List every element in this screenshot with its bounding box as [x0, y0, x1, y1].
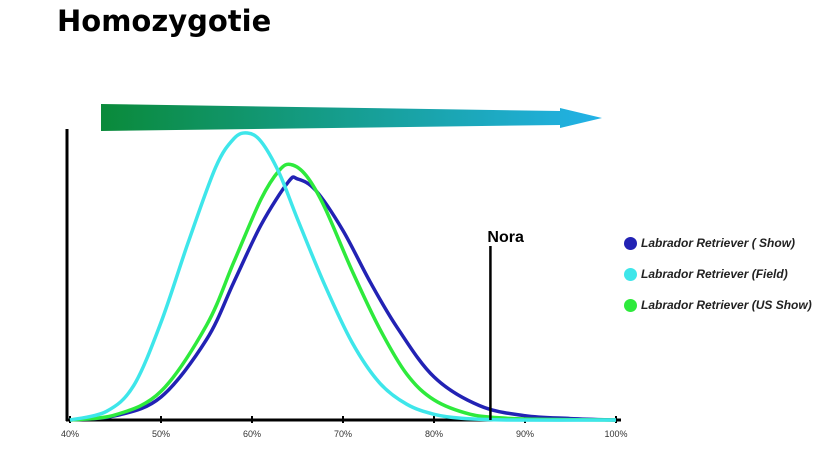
- gradient-arrow: [101, 104, 602, 131]
- x-tick-label: 40%: [61, 429, 79, 439]
- chart-title: Homozygotie: [57, 4, 272, 38]
- legend-label-show: Labrador Retriever ( Show): [641, 236, 796, 250]
- x-tick-label: 50%: [152, 429, 170, 439]
- x-tick-label: 60%: [243, 429, 261, 439]
- x-tick-label: 90%: [516, 429, 534, 439]
- series-lines: [69, 131, 617, 422]
- x-tick-label: 80%: [425, 429, 443, 439]
- legend-label-field: Labrador Retriever (Field): [641, 267, 788, 281]
- x-tick-label: 100%: [604, 429, 627, 439]
- legend-dot-show: [624, 237, 637, 250]
- legend-item-show: Labrador Retriever ( Show): [622, 232, 832, 263]
- series-line-us-show: [69, 162, 617, 422]
- x-tick-label: 70%: [334, 429, 352, 439]
- nora-marker-label: Nora: [487, 229, 524, 246]
- legend-item-field: Labrador Retriever (Field): [622, 263, 832, 294]
- legend-dot-field: [624, 268, 637, 281]
- legend-label-us-show: Labrador Retriever (US Show): [641, 298, 812, 312]
- series-line-show: [69, 175, 617, 422]
- legend-dot-us-show: [624, 299, 637, 312]
- legend-item-us-show: Labrador Retriever (US Show): [622, 294, 832, 325]
- series-line-field: [69, 131, 617, 422]
- legend: Labrador Retriever ( Show) Labrador Retr…: [622, 232, 832, 325]
